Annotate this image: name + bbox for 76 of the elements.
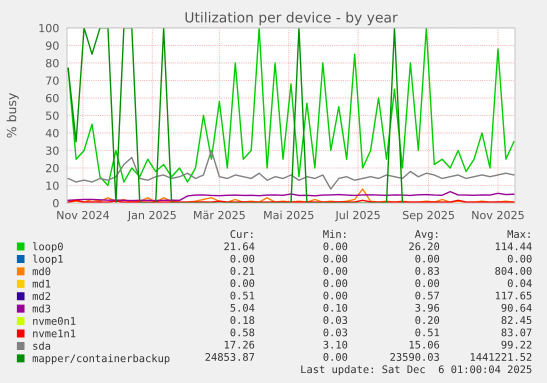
text: 0.58 [230, 328, 254, 336]
text: 0.03 [323, 316, 348, 324]
text: 0.00 [415, 279, 440, 288]
y-tick-label: 80 [46, 58, 59, 68]
y-tick-label: 20 [46, 164, 59, 172]
text: 804.00 [495, 266, 532, 275]
line-series [67, 150, 515, 190]
text: 0.51 [415, 328, 440, 336]
y-tick-label: 30 [46, 146, 59, 155]
chart-title: Utilization per device - by year [186, 12, 398, 26]
y-axis-title: % busy [6, 93, 19, 138]
text: 0.51 [230, 292, 254, 300]
y-tick-label: 0 [53, 198, 59, 208]
text: 0.00 [323, 242, 348, 250]
x-tick-label: Sep 2025 [402, 210, 454, 222]
text: 0.00 [415, 254, 440, 263]
text: 117.65 [496, 292, 532, 300]
text: 21.64 [224, 242, 254, 250]
y-tick-label: 70 [46, 76, 59, 85]
text: 0.00 [230, 279, 254, 288]
y-tick-label: 10 [46, 181, 59, 190]
text: 82.45 [502, 316, 532, 324]
legend-label: loop0 [32, 242, 63, 252]
y-tick-label: 60 [46, 94, 59, 102]
text: 0.10 [323, 304, 348, 312]
text: 26.20 [409, 242, 440, 250]
text: Last update: Sat Dec 6 01:00:04 2025 [301, 365, 532, 376]
x-tick-label: Mär 2025 [194, 210, 245, 220]
legend-label: md2 [32, 292, 50, 300]
text: 0.00 [323, 279, 348, 288]
text: 83.07 [502, 328, 532, 336]
legend-label: sda [33, 342, 50, 350]
y-tick-label: 40 [46, 128, 59, 138]
legend-label: loop1 [32, 254, 63, 265]
legend-label: md3 [32, 304, 50, 312]
text: Max: [508, 230, 530, 238]
x-tick-label: Jan 2025 [127, 210, 176, 222]
text: 23590.03 [390, 353, 440, 361]
legend-label: md0 [32, 267, 50, 276]
legend-label: nvme1n1 [33, 330, 76, 338]
text: 0.00 [323, 266, 348, 275]
text: 0.83 [415, 266, 440, 275]
y-tick-label: 90 [46, 41, 59, 50]
text: 24853.87 [206, 353, 254, 361]
y-tick-label: 50 [46, 111, 59, 120]
text: Min: [323, 230, 346, 238]
text: 114.44 [496, 242, 532, 250]
text: 0.04 [508, 279, 532, 288]
text: 99.22 [502, 340, 532, 349]
text: 0.57 [415, 292, 440, 300]
text: 0.00 [323, 292, 348, 300]
text: 90.64 [502, 304, 532, 312]
text: Avg: [414, 230, 438, 240]
text: 0.03 [323, 328, 348, 336]
text: 0.18 [230, 316, 254, 324]
text: 3.96 [415, 304, 440, 312]
text: 1441221.52 [470, 353, 532, 361]
x-tick-label: Jul 2025 [334, 210, 380, 222]
text: 17.26 [224, 340, 254, 349]
text: 0.00 [323, 254, 348, 263]
text: 0.20 [415, 316, 440, 324]
legend-label: mapper/containerbackup [32, 354, 170, 364]
text: 0.21 [230, 266, 254, 275]
legend-label: nvme0n1 [33, 317, 76, 325]
text: 0.00 [323, 353, 348, 361]
text: 5.04 [230, 304, 254, 312]
x-tick-label: Mai 2025 [264, 210, 314, 220]
y-tick-label: 100 [39, 24, 59, 32]
text: 0.00 [230, 254, 254, 263]
x-tick-label: Nov 2025 [472, 210, 524, 220]
text: 0.00 [508, 254, 532, 263]
text: 3.10 [324, 340, 348, 349]
legend-label: md1 [32, 280, 50, 288]
x-tick-label: Nov 2024 [57, 210, 110, 220]
text: 15.06 [410, 340, 440, 349]
text: Cur: [230, 230, 252, 238]
